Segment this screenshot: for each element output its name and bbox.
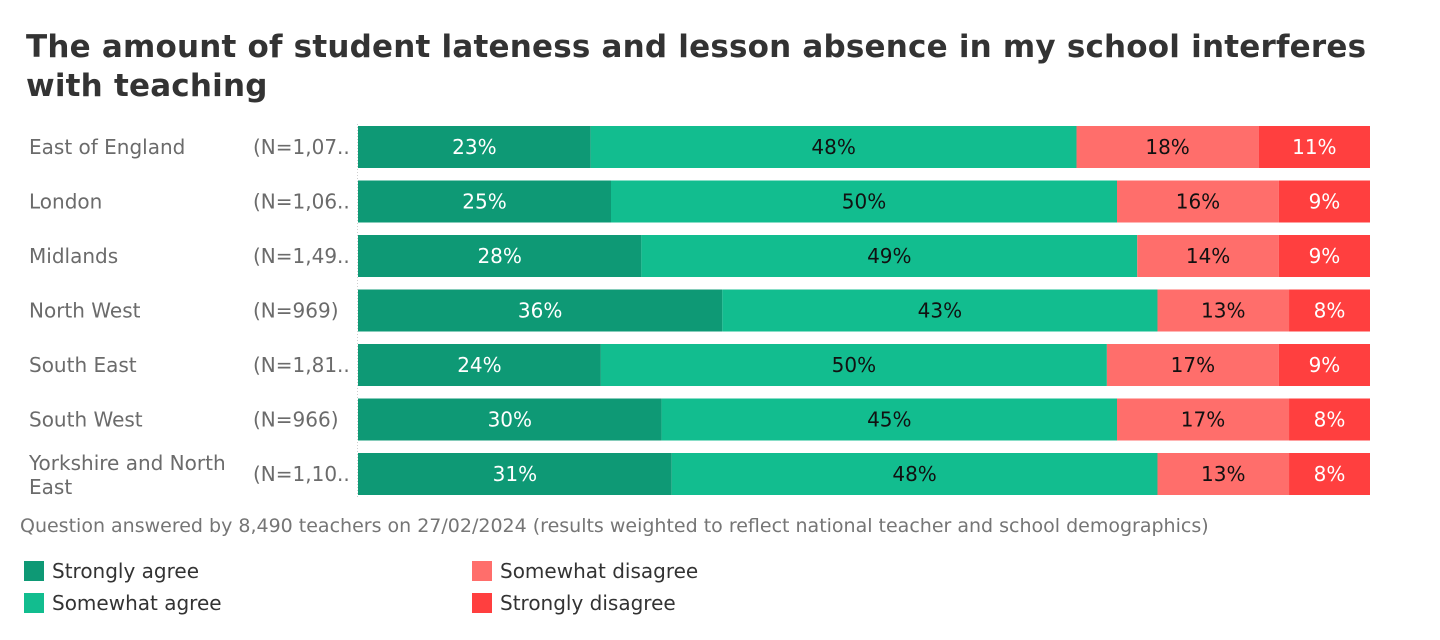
legend-label: Strongly agree [52,559,200,583]
data-label: 31% [493,462,537,486]
data-label: 48% [811,135,855,159]
category-label-line: East of England [29,135,185,159]
bar-segment [358,180,611,223]
category-label: East of England [29,135,185,159]
data-label: 48% [892,462,936,486]
category-label-line: Yorkshire and North [28,451,226,475]
legend-label: Somewhat agree [52,591,222,615]
bar-segment [1117,398,1290,441]
bar-segment [611,180,1117,223]
category-label-line: East [29,475,72,499]
chart-title: The amount of student lateness and lesso… [26,29,1367,104]
bar-segment [358,289,723,332]
legend-item-strongly-agree[interactable]: Strongly agree [24,559,199,583]
data-label: 23% [452,135,496,159]
data-label: 11% [1292,135,1336,159]
data-label: 28% [477,244,521,268]
data-label: 17% [1181,408,1225,432]
bar-segment [1289,453,1370,495]
data-label: 16% [1176,190,1220,214]
bar-segment [1289,289,1370,332]
n-label: (N=1,07.. [253,135,350,159]
legend-item-strongly-disagree[interactable]: Strongly disagree [472,591,676,615]
data-label: 9% [1309,190,1341,214]
data-label: 9% [1309,353,1341,377]
bar-segment [1157,289,1290,332]
legend: Strongly agree Somewhat agree Somewhat d… [0,557,1440,627]
category-label: South West [29,408,143,432]
n-label: (N=1,49.. [253,244,350,268]
category-label: Yorkshire and North East [28,451,226,499]
bar-segment [358,126,591,168]
bar-segment [671,453,1158,495]
legend-swatch [472,593,492,613]
data-label: 13% [1201,299,1245,323]
category-label: South East [29,353,137,377]
data-label: 9% [1309,244,1341,268]
category-label-line: Midlands [29,244,118,268]
n-label: (N=966) [253,408,339,432]
bar-segment [1289,398,1370,441]
data-label: 14% [1186,244,1230,268]
n-label: (N=1,81.. [253,353,350,377]
category-label-line: North West [29,299,141,323]
bar-segment [358,453,672,495]
bar-segment [1278,180,1370,223]
data-label: 30% [488,408,532,432]
footnote: Question answered by 8,490 teachers on 2… [20,515,1209,537]
data-label: 50% [832,353,876,377]
data-label: 45% [867,408,911,432]
bar-segment [1076,126,1259,168]
bar-segment [358,235,642,277]
bar-segment [1278,235,1370,277]
data-label: 8% [1314,299,1346,323]
bar-segment [600,344,1107,386]
data-label: 8% [1314,462,1346,486]
data-label: 49% [867,244,911,268]
bar-segment [1258,126,1370,168]
bar-segment [661,398,1117,441]
category-label-line: South East [29,353,137,377]
data-label: 25% [462,190,506,214]
legend-label: Somewhat disagree [500,559,699,583]
bar-segment [1137,235,1279,277]
bar-segment [722,289,1158,332]
legend-swatch [24,561,44,581]
bar-segment [590,126,1077,168]
bar-segment [358,398,662,441]
category-label-line: London [29,190,102,214]
data-label: 8% [1314,408,1346,432]
legend-item-somewhat-disagree[interactable]: Somewhat disagree [472,559,698,583]
legend-item-somewhat-agree[interactable]: Somewhat agree [24,591,222,615]
category-label: London [29,190,102,214]
n-label: (N=1,10.. [253,462,350,486]
data-label: 18% [1145,135,1189,159]
bar-segment [1278,344,1370,386]
legend-label: Strongly disagree [500,591,676,615]
data-label: 17% [1171,353,1215,377]
stacked-bar-chart: East of England (N=1,07.. 23% 48% 18% 11% Lond… [28,124,1370,499]
category-label: North West [29,299,141,323]
bar-segment [1157,453,1290,495]
bar-segment [358,344,601,386]
legend-swatch [472,561,492,581]
n-label: (N=1,06.. [253,190,350,214]
data-label: 50% [842,190,886,214]
data-label: 36% [518,299,562,323]
bar-segment [641,235,1138,277]
data-label: 43% [918,299,962,323]
bar-segment [1117,180,1279,223]
category-label-line: South West [29,408,143,432]
bar-segment [1106,344,1279,386]
data-label: 13% [1201,462,1245,486]
legend-swatch [24,593,44,613]
data-label: 24% [457,353,501,377]
category-label: Midlands [29,244,118,268]
n-label: (N=969) [253,299,339,323]
